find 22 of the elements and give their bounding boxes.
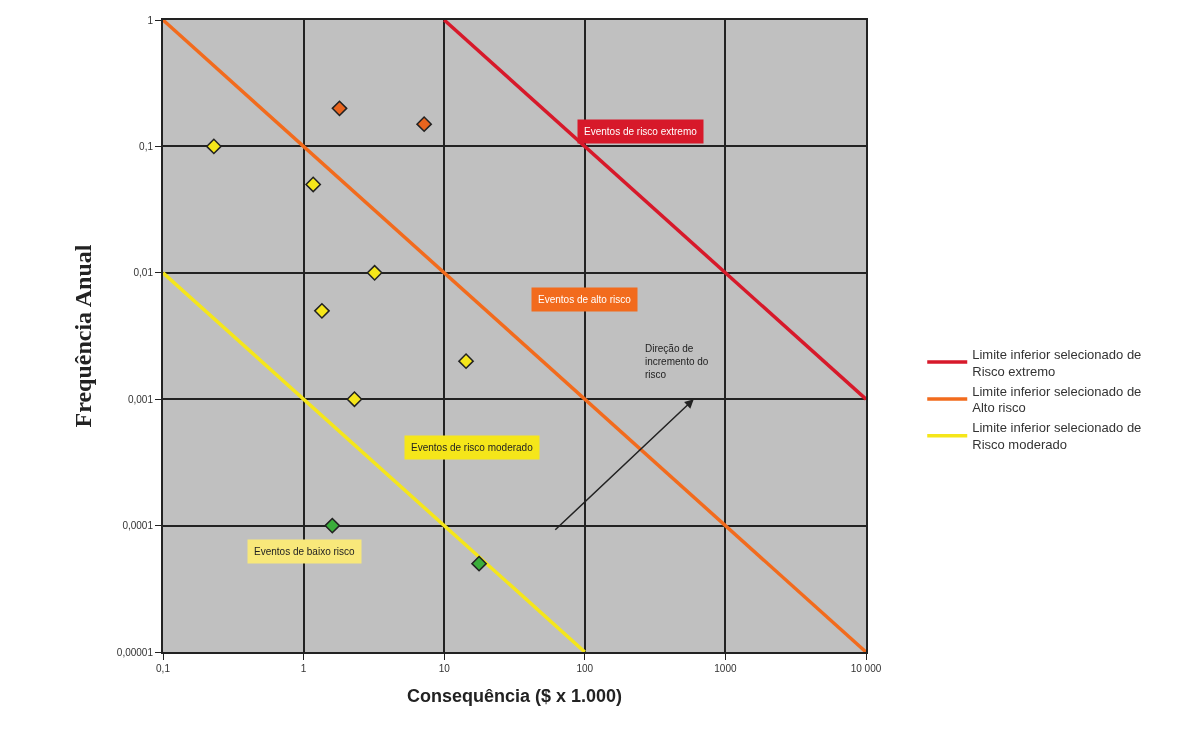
annotation: Direção de incremento do risco — [645, 343, 709, 380]
x-tick-label: 0,1 — [156, 663, 171, 674]
y-axis-title: Frequência Anual — [70, 244, 97, 428]
legend-label: Limite inferior selecionado de Risco extremo — [972, 346, 1142, 379]
y-tick-label: 0,1 — [139, 140, 154, 152]
x-tick-label: 1 — [300, 663, 307, 674]
y-tick-label: 0,001 — [127, 393, 154, 405]
legend-label: Limite inferior selecionado de Risco moderado — [972, 420, 1142, 453]
legend-label: Limite inferior selecionado de Alto risco — [972, 383, 1142, 416]
y-tick-label: 0,0001 — [122, 520, 154, 532]
x-tick-label: 10 — [438, 663, 451, 674]
x-tick-label: 1000 — [714, 663, 737, 674]
annotation: Eventos de risco extremo — [584, 126, 698, 137]
y-tick-label: 0,01 — [133, 267, 154, 279]
y-tick-label: 0,00001 — [116, 646, 154, 658]
x-tick-label: 100 — [576, 663, 594, 674]
x-axis-title: Consequência ($ x 1.000) — [406, 685, 623, 706]
annotation: Eventos de baixo risco — [254, 546, 356, 557]
y-tick-label: 1 — [147, 14, 154, 26]
annotation: Eventos de alto risco — [538, 294, 632, 305]
x-tick-label: 10 000 — [850, 663, 882, 674]
annotation: Eventos de risco moderado — [411, 442, 534, 453]
